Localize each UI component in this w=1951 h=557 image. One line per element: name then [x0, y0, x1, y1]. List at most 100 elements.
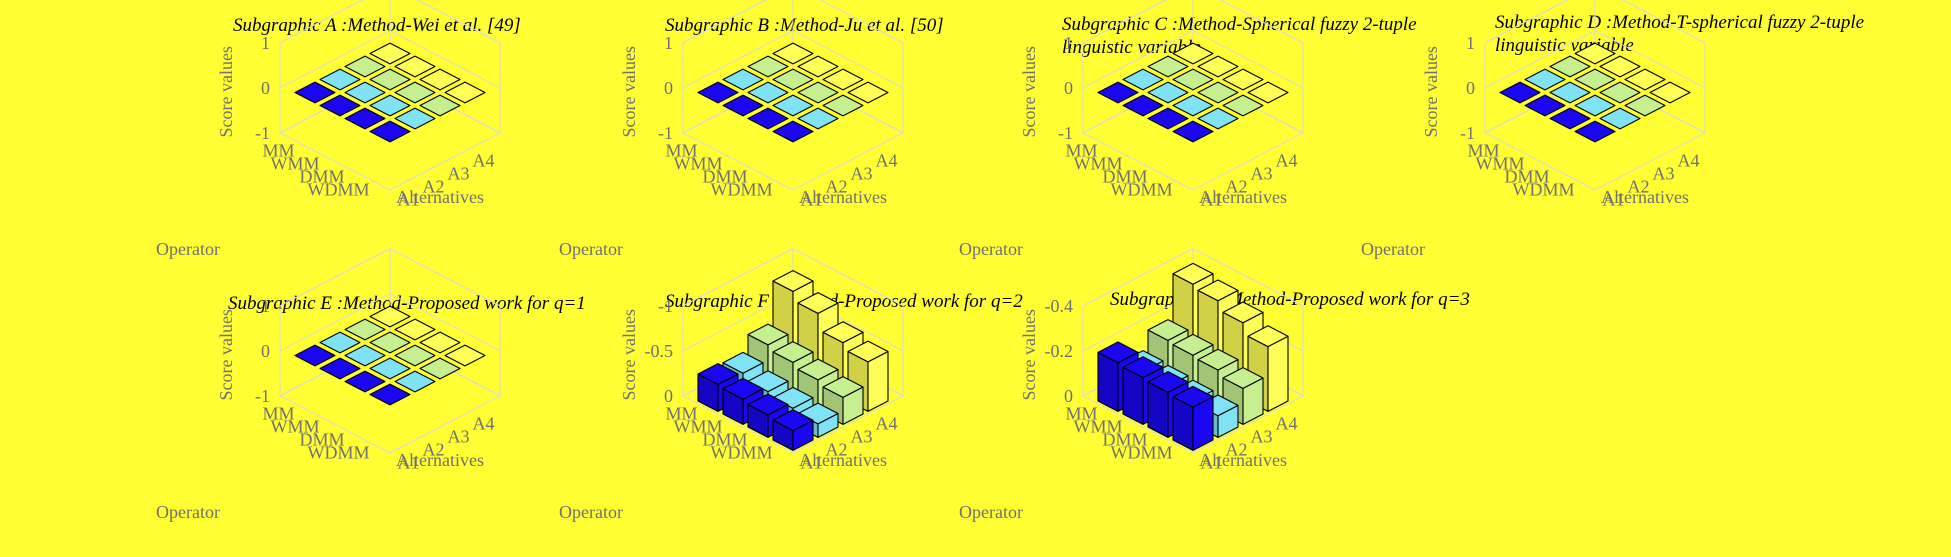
bar — [1549, 107, 1591, 130]
z-gridline — [682, 0, 904, 44]
y-tick-label: MM — [1065, 141, 1097, 161]
y-tick-label: MM — [1467, 141, 1499, 161]
bar — [1549, 55, 1591, 78]
x-tick-label: A2 — [1226, 440, 1248, 460]
bar — [1549, 81, 1591, 104]
bar — [1574, 42, 1616, 65]
bar — [369, 120, 411, 143]
panel-title-e: Subgraphic E :Method-Proposed work for q… — [228, 293, 586, 314]
bar — [394, 318, 436, 341]
y-tick-label: WMM — [1476, 154, 1525, 174]
y-tick-label: WDMM — [1111, 443, 1173, 463]
z-tick-label: -1 — [658, 296, 673, 316]
bar — [1122, 68, 1164, 91]
y-axis-label: Operator — [559, 239, 623, 259]
x-tick-label: A3 — [851, 427, 873, 447]
bar — [369, 42, 411, 65]
x-axis-label: Alternatives — [1199, 187, 1287, 207]
bar — [419, 68, 461, 91]
bar — [1624, 68, 1666, 91]
bar — [394, 370, 436, 393]
x-tick-label: A1 — [398, 190, 420, 210]
bar — [1247, 325, 1289, 412]
x-tick-label: A1 — [1603, 190, 1625, 210]
bar — [344, 370, 386, 393]
z-gridline — [279, 30, 501, 89]
bar — [1222, 94, 1264, 117]
bar — [747, 107, 789, 130]
y-tick-label: DMM — [1102, 167, 1147, 187]
bar — [1574, 120, 1616, 143]
y-axis-label: Operator — [1361, 239, 1425, 259]
x-axis-label: Alternatives — [396, 450, 484, 470]
y-tick-label: WMM — [271, 417, 320, 437]
bar — [394, 107, 436, 130]
bar — [1197, 81, 1239, 104]
y-tick-label: DMM — [1504, 167, 1549, 187]
z-gridline — [1484, 0, 1706, 44]
z-tick-label: 1 — [261, 296, 270, 316]
x-axis-label: Alternatives — [799, 450, 887, 470]
bar — [772, 68, 814, 91]
y-tick-label: DMM — [702, 167, 747, 187]
x-tick-label: A4 — [1678, 151, 1700, 171]
x-axis-label: Alternatives — [396, 187, 484, 207]
z-tick-label: 1 — [1064, 33, 1073, 53]
x-tick-label: A1 — [398, 453, 420, 473]
bar — [1524, 94, 1566, 117]
bar — [419, 357, 461, 380]
y-tick-label: MM — [262, 141, 294, 161]
bar — [847, 81, 889, 104]
bar — [1599, 81, 1641, 104]
z-tick-label: 1 — [664, 33, 673, 53]
bar — [1574, 68, 1616, 91]
bar — [1172, 120, 1214, 143]
bar — [1172, 94, 1214, 117]
z-tick-label: 0 — [261, 341, 270, 361]
bar — [797, 107, 839, 130]
z-gridline — [1082, 248, 1304, 307]
bar — [369, 68, 411, 91]
panel-title-c: Subgraphic C :Method-Spherical fuzzy 2-t… — [1062, 14, 1417, 58]
bar — [747, 55, 789, 78]
x-tick-label: A3 — [448, 427, 470, 447]
y-axis-label: Operator — [156, 239, 220, 259]
bar — [1172, 68, 1214, 91]
bar — [369, 331, 411, 354]
bar — [294, 81, 336, 104]
bar — [1172, 42, 1214, 65]
z-tick-label: 0 — [1064, 78, 1073, 98]
bar — [1599, 107, 1641, 130]
x-tick-label: A3 — [851, 164, 873, 184]
bar — [1097, 81, 1139, 104]
z-tick-label: 1 — [1466, 33, 1475, 53]
bar — [369, 383, 411, 406]
bar — [772, 120, 814, 143]
bar — [319, 357, 361, 380]
y-tick-label: WMM — [1074, 417, 1123, 437]
bar — [1172, 385, 1214, 451]
bar — [822, 94, 864, 117]
y-tick-label: MM — [665, 404, 697, 424]
x-tick-label: A3 — [1251, 427, 1273, 447]
bar — [344, 55, 386, 78]
x-tick-label: A4 — [1276, 151, 1298, 171]
bar — [1147, 55, 1189, 78]
x-tick-label: A1 — [1201, 190, 1223, 210]
x-tick-label: A2 — [423, 440, 445, 460]
x-tick-label: A4 — [876, 414, 898, 434]
bar — [344, 107, 386, 130]
z-axis-label: Score values — [619, 309, 639, 400]
bar — [1247, 81, 1289, 104]
z-gridline — [1082, 30, 1304, 89]
bar — [319, 331, 361, 354]
bar — [1122, 94, 1164, 117]
z-tick-label: -1 — [1058, 123, 1073, 143]
z-tick-label: -1 — [255, 386, 270, 406]
x-tick-label: A2 — [826, 177, 848, 197]
y-tick-label: MM — [1065, 404, 1097, 424]
